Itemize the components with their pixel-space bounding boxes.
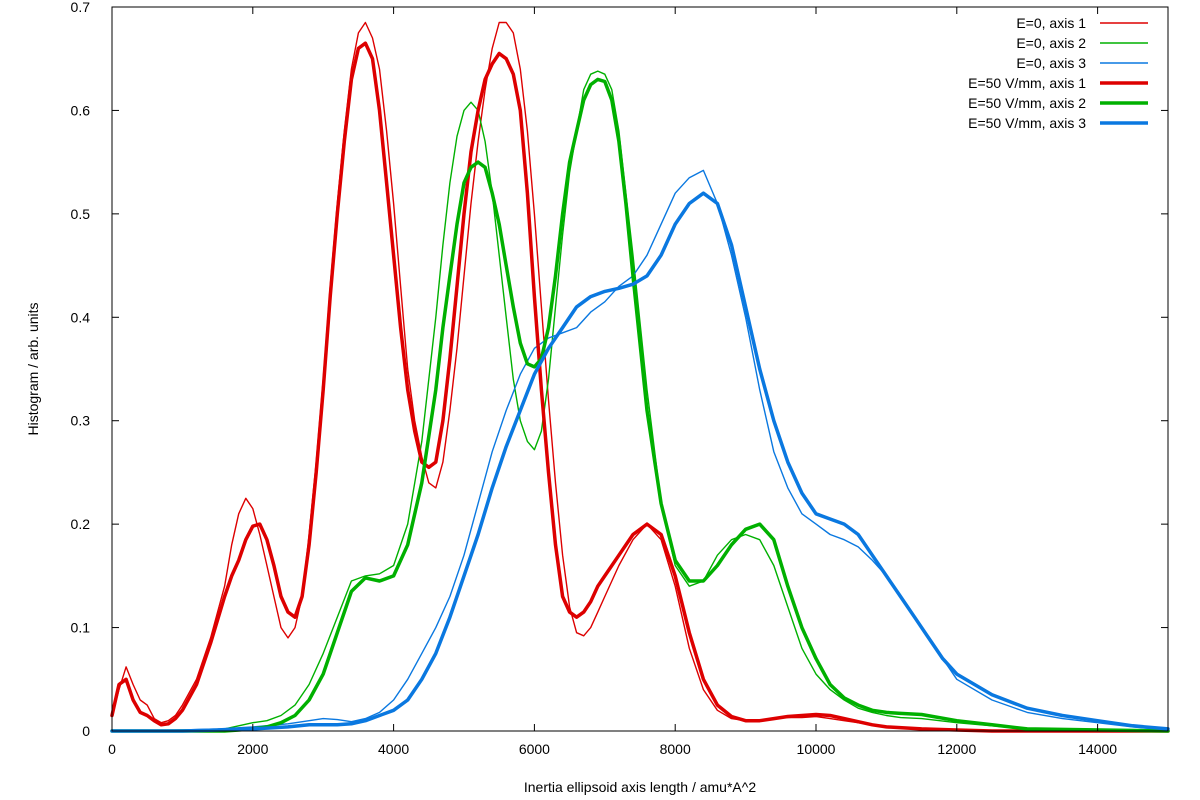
series-line-3 <box>111 169 1169 732</box>
series-line-6 <box>110 191 1170 733</box>
plot-frame <box>111 6 1169 732</box>
series-line-4 <box>110 41 1170 733</box>
legend-label: E=0, axis 1 <box>1016 15 1086 31</box>
x-tick-label: 10000 <box>797 741 836 757</box>
y-tick-label: 0.3 <box>71 413 91 429</box>
x-tick-label: 6000 <box>519 741 550 757</box>
x-tick-label: 4000 <box>378 741 409 757</box>
y-tick-label: 0.1 <box>71 620 91 636</box>
x-tick-label: 8000 <box>660 741 691 757</box>
legend-label: E=0, axis 3 <box>1016 55 1086 71</box>
legend-label: E=50 V/mm, axis 1 <box>968 75 1086 91</box>
y-tick-label: 0.5 <box>71 206 91 222</box>
y-tick-label: 0.4 <box>71 309 91 325</box>
tick-labels-group: 0 2000 4000 6000 8000 10000 12000 14000 0 0.1 0.2 0… <box>71 0 1118 757</box>
x-axis-label: Inertia ellipsoid axis length / amu*A^2 <box>524 779 756 795</box>
x-tick-label: 14000 <box>1078 741 1117 757</box>
series-group <box>110 21 1170 733</box>
x-tick-label: 12000 <box>937 741 976 757</box>
legend: E=0, axis 1 E=0, axis 2 E=0, axis 3 E=50 V/… <box>968 15 1148 131</box>
legend-label: E=50 V/mm, axis 2 <box>968 95 1086 111</box>
legend-label: E=50 V/mm, axis 3 <box>968 115 1086 131</box>
series-line-2 <box>111 70 1169 732</box>
y-tick-label: 0.6 <box>71 102 91 118</box>
x-tick-label: 0 <box>108 741 116 757</box>
series-line-5 <box>110 77 1170 733</box>
y-tick-label: 0.7 <box>71 0 91 15</box>
x-tick-label: 2000 <box>237 741 268 757</box>
y-tick-label: 0 <box>82 723 90 739</box>
y-tick-label: 0.2 <box>71 516 91 532</box>
legend-label: E=0, axis 2 <box>1016 35 1086 51</box>
ticks-group <box>111 6 1168 732</box>
y-axis-label: Histogram / arb. units <box>25 302 41 435</box>
